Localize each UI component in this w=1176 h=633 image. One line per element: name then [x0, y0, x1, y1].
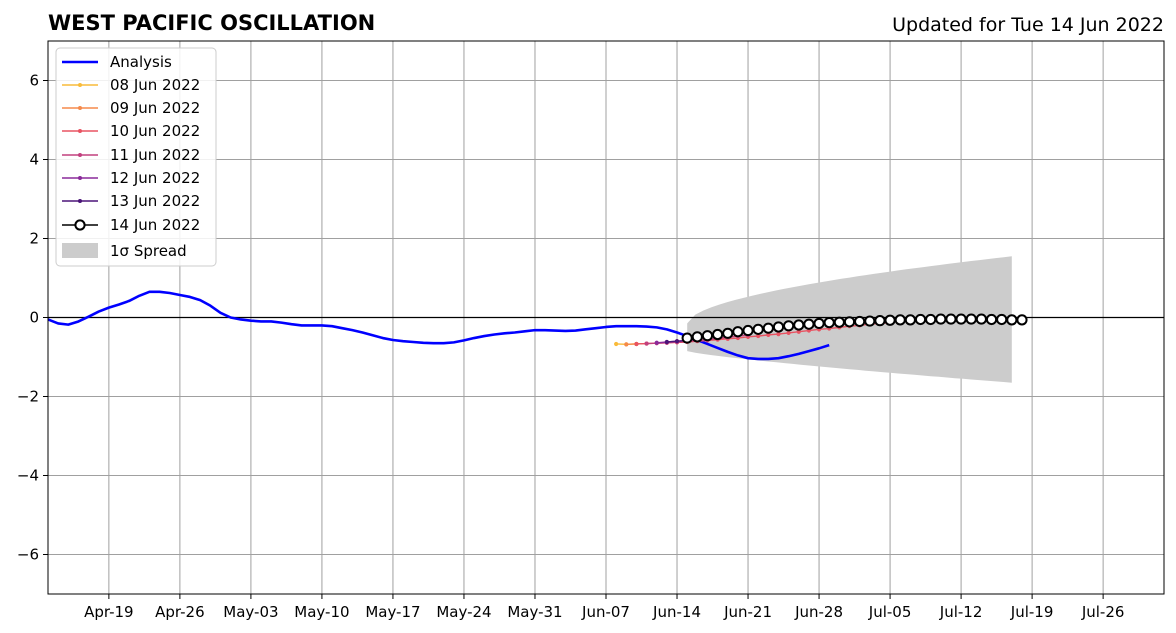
y-tick-label: −6 [17, 546, 39, 564]
legend-swatch-marker [78, 153, 82, 157]
current-forecast-point [935, 313, 947, 325]
forecast-point [634, 341, 639, 347]
current-forecast-point [925, 313, 937, 326]
y-tick-label: 4 [29, 151, 39, 169]
x-tick-label: Jun-14 [652, 603, 701, 621]
x-tick-label: Apr-26 [155, 603, 205, 621]
current-forecast-point [894, 314, 906, 326]
current-forecast-point [965, 313, 977, 325]
chart-title: WEST PACIFIC OSCILLATION [48, 11, 375, 35]
x-tick-label: Apr-19 [84, 603, 134, 621]
current-forecast-point [955, 313, 967, 325]
current-forecast-point [1016, 314, 1028, 326]
y-tick-label: 6 [29, 72, 39, 90]
current-forecast-point [772, 321, 785, 333]
legend-label: 14 Jun 2022 [110, 216, 200, 234]
legend-swatch-marker [78, 199, 82, 203]
x-tick-label: Jul-05 [868, 603, 912, 621]
current-forecast-point [712, 328, 724, 341]
forecast-point [674, 339, 680, 344]
forecast-point [644, 341, 649, 346]
legend-box [55, 47, 217, 267]
x-tick-label: May-17 [365, 603, 420, 621]
current-forecast-point [722, 327, 734, 339]
legend-label: 12 Jun 2022 [110, 169, 200, 187]
legend: Analysis 08 Jun 2022 09 Jun 2022 10 Jun 202… [55, 47, 217, 267]
current-forecast-point [793, 319, 805, 331]
current-forecast-point [681, 332, 693, 344]
x-tick-label: Jun-28 [794, 603, 843, 621]
current-forecast-point [813, 317, 825, 330]
x-tick-label: May-10 [294, 603, 349, 621]
legend-swatch-marker [78, 83, 82, 87]
legend-swatch-spread [62, 243, 98, 258]
current-forecast-point [914, 313, 927, 326]
current-forecast-point [864, 315, 876, 327]
forecast-point [654, 340, 659, 345]
x-tick-label: May-31 [507, 603, 562, 621]
legend-swatch-marker [78, 106, 82, 110]
x-tick-label: Jul-19 [1010, 603, 1054, 621]
current-forecast-point [996, 313, 1008, 326]
y-tick-label: 2 [29, 230, 39, 248]
current-forecast-point [823, 317, 835, 329]
current-forecast-point [884, 314, 896, 326]
y-tick-label: −2 [17, 388, 39, 406]
current-forecast-point [985, 313, 998, 326]
forecast-point [614, 341, 619, 347]
x-tick-label: Jun-07 [581, 603, 630, 621]
legend-label: 11 Jun 2022 [110, 146, 200, 164]
current-forecast-point [742, 324, 754, 337]
legend-label: 1σ Spread [110, 242, 187, 260]
forecast-point [776, 331, 781, 337]
x-tick-label: Jun-21 [723, 603, 772, 621]
legend-swatch-marker [78, 129, 82, 133]
legend-label: Analysis [110, 53, 172, 71]
current-forecast-point [874, 315, 886, 327]
current-forecast-point [945, 313, 957, 325]
legend-label: 10 Jun 2022 [110, 122, 200, 140]
x-tick-label: May-24 [436, 603, 491, 621]
current-forecast-point [1006, 314, 1018, 326]
updated-date: Updated for Tue 14 Jun 2022 [892, 14, 1164, 36]
x-tick-label: Jul-12 [939, 603, 983, 621]
legend-swatch-marker [78, 176, 82, 180]
current-forecast-point [752, 323, 764, 335]
current-forecast-point [732, 326, 744, 338]
current-forecast-point [833, 316, 845, 328]
current-forecast-point [691, 331, 703, 343]
y-tick-label: −4 [17, 467, 39, 485]
plot-area: 6 4 2 0 −2 −4 −6 Apr-19 Apr-26 May-03 May-10 May-17… [17, 40, 1165, 621]
legend-label: 08 Jun 2022 [110, 76, 200, 94]
current-forecast-point [975, 313, 987, 325]
legend-swatch-marker [74, 219, 86, 231]
forecast-point [664, 339, 669, 345]
legend-label: 13 Jun 2022 [110, 192, 200, 210]
current-forecast-point [803, 318, 815, 330]
legend-label: 09 Jun 2022 [110, 99, 200, 117]
y-tick-label: 0 [29, 309, 39, 327]
current-forecast-point [762, 322, 774, 334]
current-forecast-point [783, 320, 795, 332]
current-forecast-point [701, 330, 714, 342]
forecast-point [624, 342, 629, 347]
x-tick-label: May-03 [223, 603, 278, 621]
forecast-point [786, 330, 791, 336]
current-forecast-point [843, 316, 856, 328]
current-forecast-point [904, 314, 916, 326]
x-tick-label: Jul-26 [1081, 603, 1125, 621]
current-forecast-point [854, 315, 866, 328]
